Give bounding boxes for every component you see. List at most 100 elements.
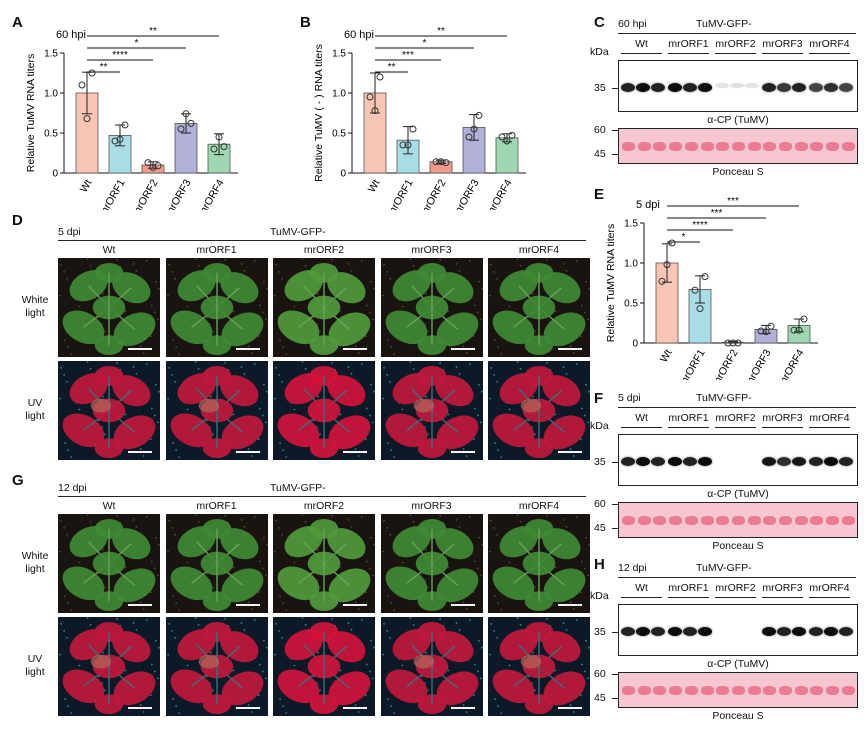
- protein-band: [777, 83, 791, 92]
- lane-underline: [762, 427, 803, 428]
- lane-underline: [715, 427, 756, 428]
- plant-photo-white-light: [58, 514, 160, 613]
- ponceau-band: [763, 516, 777, 525]
- ponceau-band: [747, 686, 761, 695]
- protein-band: [792, 627, 806, 636]
- scale-bar: [128, 604, 152, 606]
- photo-column-label: mrORF4: [518, 500, 560, 512]
- ponceau-marker: 60: [594, 668, 606, 680]
- blot-construct-label: TuMV-GFP-: [696, 18, 752, 30]
- plant-photos-g: 12 dpi TuMV-GFP- Wt mrORF1 mrORF2 mrORF3 mrORF…: [14, 478, 590, 718]
- data-point: [78, 81, 86, 89]
- blot-membrane: [618, 604, 858, 656]
- scale-bar: [235, 348, 260, 350]
- significance-label: ****: [692, 220, 708, 231]
- data-point: [800, 315, 808, 323]
- protein-band: [668, 83, 682, 92]
- marker-35: 35: [594, 82, 606, 94]
- lane-label: Wt: [635, 582, 648, 594]
- protein-band: [668, 457, 682, 466]
- lane-underline: [668, 427, 709, 428]
- photo-row-label: UV light: [25, 653, 45, 678]
- lane-underline: [715, 53, 756, 54]
- lane-underline: [668, 597, 709, 598]
- blot-membrane: [618, 60, 858, 112]
- photo-row-label: UV light: [25, 397, 45, 422]
- protein-band: [715, 627, 729, 632]
- ponceau-band: [826, 686, 840, 695]
- scale-bar: [235, 451, 260, 453]
- data-point: [399, 141, 407, 149]
- significance-label: **: [149, 26, 157, 37]
- y-tick-label: 0.5: [332, 129, 346, 140]
- blot-header-line: [618, 407, 856, 408]
- photo-column-label: Wt: [102, 500, 116, 512]
- y-tick-label: 0.5: [624, 299, 638, 310]
- plant-photo-uv-light: [58, 361, 160, 460]
- scale-bar: [235, 707, 260, 709]
- data-point: [729, 339, 737, 347]
- lane-label: Wt: [635, 38, 648, 50]
- significance-label: *: [682, 232, 686, 243]
- plant-photos-d: 5 dpi TuMV-GFP- Wt mrORF1 mrORF2 mrORF3 mrORF4…: [14, 222, 590, 460]
- lane-underline: [809, 53, 850, 54]
- ponceau-band: [700, 516, 714, 525]
- ponceau-band: [669, 686, 683, 695]
- marker-tick: [612, 154, 619, 155]
- bar-chart-b: 60 hpi 0 0.5 1.0 1.5 Relative TuMV ( - ) RNA …: [313, 26, 526, 210]
- photo-row-label: White light: [21, 550, 49, 575]
- ponceau-band: [700, 142, 714, 151]
- lane-label: mrORF1: [668, 582, 709, 594]
- data-point: [432, 158, 440, 166]
- data-point: [795, 326, 803, 334]
- ponceau-band: [779, 516, 792, 525]
- data-point: [762, 328, 770, 336]
- kda-label: kDa: [590, 46, 609, 58]
- blot-construct-label: TuMV-GFP-: [696, 562, 752, 574]
- y-axis-label: Relative TuMV ( - ) RNA titers: [313, 44, 325, 182]
- scale-bar: [558, 604, 582, 606]
- protein-band: [636, 83, 650, 92]
- protein-band: [792, 83, 806, 92]
- scale-bar: [343, 451, 367, 453]
- scale-bar: [450, 451, 475, 453]
- marker-tick: [612, 462, 619, 463]
- ponceau-band: [731, 516, 745, 525]
- ponceau-band: [653, 686, 667, 695]
- x-tick-label: mrORF4: [484, 177, 515, 210]
- photo-construct-label: TuMV-GFP-: [270, 482, 326, 494]
- x-tick-label: mrORF2: [710, 347, 741, 380]
- marker-tick: [612, 632, 619, 633]
- protein-band: [809, 457, 823, 466]
- y-tick-label: 0: [340, 169, 346, 180]
- ponceau-band: [637, 516, 651, 525]
- significance-label: **: [388, 62, 396, 73]
- data-point: [767, 322, 775, 330]
- plant-photo-uv-light: [273, 617, 375, 716]
- marker-35: 35: [594, 456, 606, 468]
- marker-tick: [612, 130, 619, 131]
- plant-photo-uv-light: [165, 617, 268, 716]
- ponceau-band: [684, 686, 698, 695]
- protein-band: [809, 627, 823, 636]
- significance-label: *: [135, 38, 139, 49]
- blot-timepoint: 5 dpi: [618, 392, 641, 404]
- lane-label: mrORF4: [809, 412, 850, 424]
- panel-letter-e: E: [594, 186, 605, 203]
- marker-tick: [612, 528, 619, 529]
- blot-timepoint: 60 hpi: [618, 18, 647, 30]
- x-tick-label: mrORF3: [163, 177, 194, 210]
- panel-letter-d: D: [12, 212, 23, 229]
- scale-bar: [558, 707, 582, 709]
- marker-tick: [612, 698, 619, 699]
- western-blot-h: 12 dpi TuMV-GFP- Wt mrORF1 mrORF2 mrORF3 mrORF…: [590, 560, 860, 722]
- ponceau-marker: 60: [594, 124, 606, 136]
- lane-underline: [762, 597, 803, 598]
- scale-bar: [128, 348, 152, 350]
- lane-label: mrORF1: [668, 38, 709, 50]
- data-point: [149, 163, 157, 171]
- bar-chart-e: 5 dpi 0 0.5 1.0 1.5 Relative TuMV RNA titers W…: [605, 196, 818, 380]
- data-point: [83, 115, 91, 123]
- antibody-label: α-CP (TuMV): [707, 114, 769, 126]
- ponceau-marker: 45: [594, 148, 606, 160]
